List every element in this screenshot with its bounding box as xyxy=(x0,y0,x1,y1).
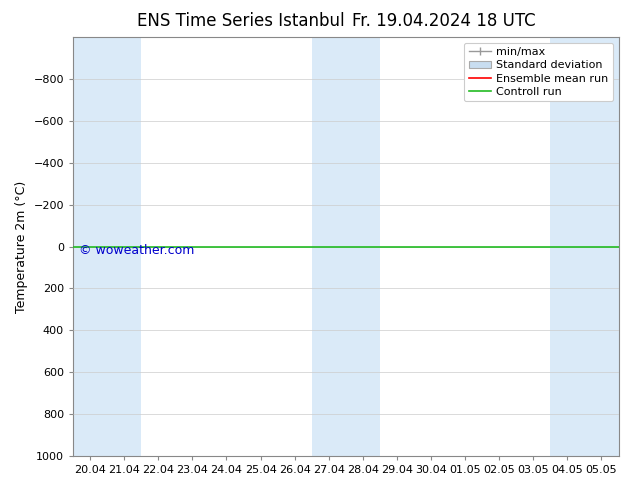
Bar xyxy=(550,37,619,456)
Legend: min/max, Standard deviation, Ensemble mean run, Controll run: min/max, Standard deviation, Ensemble me… xyxy=(464,43,613,101)
Text: © woweather.com: © woweather.com xyxy=(79,245,194,257)
Text: Fr. 19.04.2024 18 UTC: Fr. 19.04.2024 18 UTC xyxy=(352,12,536,30)
Y-axis label: Temperature 2m (°C): Temperature 2m (°C) xyxy=(15,180,28,313)
Bar xyxy=(73,37,141,456)
Text: ENS Time Series Istanbul: ENS Time Series Istanbul xyxy=(137,12,345,30)
Bar xyxy=(312,37,380,456)
